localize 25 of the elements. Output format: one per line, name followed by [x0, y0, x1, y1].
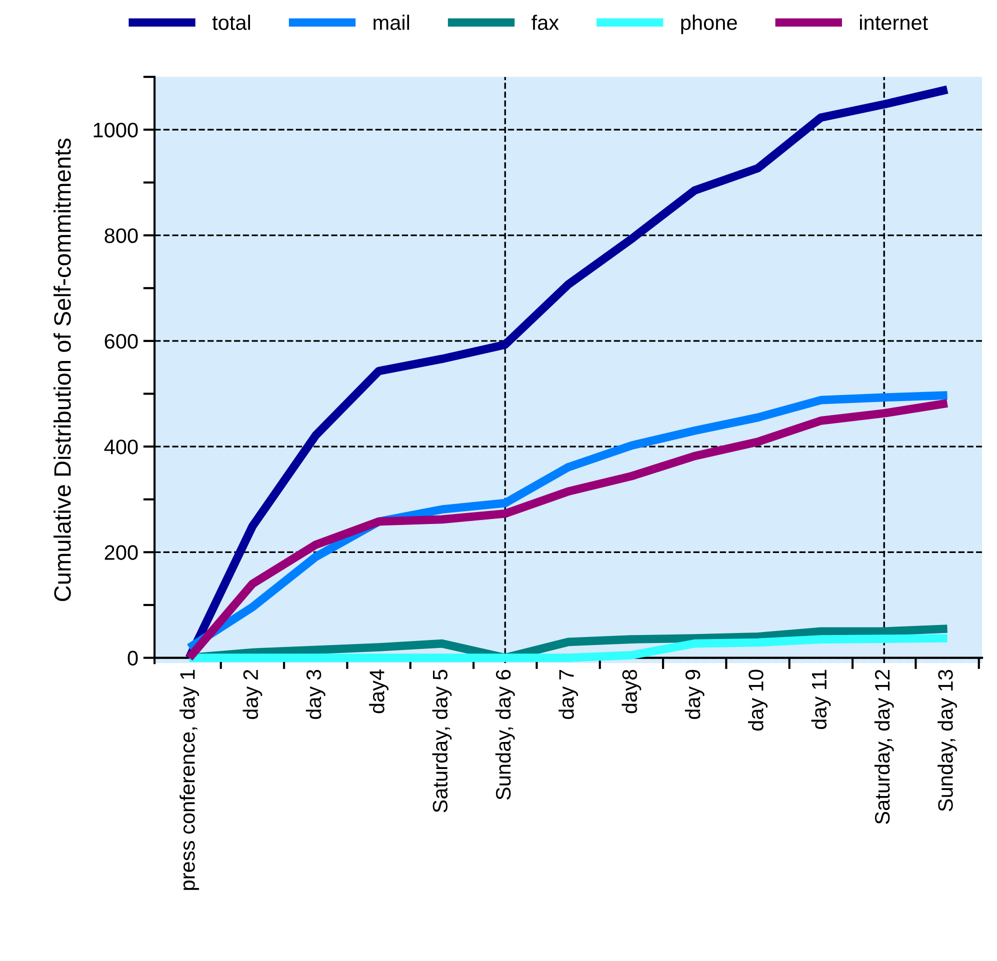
- x-tick-label: Sunday, day 13: [938, 670, 958, 812]
- x-tick-label: day4: [369, 670, 388, 714]
- x-tick-label: Sunday, day 6: [495, 670, 515, 800]
- legend-label: mail: [374, 14, 410, 30]
- x-tick-label: day 7: [558, 670, 578, 720]
- y-tick-label: 200: [104, 545, 138, 560]
- x-tick-label: Saturday, day 12: [874, 670, 894, 824]
- x-tick-label: day 3: [306, 670, 326, 720]
- y-tick-label: 400: [104, 440, 138, 454]
- legend-label: fax: [532, 14, 559, 30]
- x-tick-label: day 11: [811, 670, 831, 730]
- y-tick-label: 0: [128, 650, 138, 666]
- legend-label: phone: [681, 14, 737, 34]
- x-tick-label: day 2: [242, 670, 262, 720]
- y-tick-label: 1000: [94, 122, 138, 138]
- x-tick-label: Saturday, day 5: [432, 670, 452, 812]
- x-tick-label: press conference, day 1: [180, 670, 199, 890]
- x-tick-label: day8: [622, 670, 642, 714]
- x-tick-label: day 9: [684, 670, 704, 720]
- y-axis-title: Cumulative Distribution of Self-commitments: [54, 138, 71, 602]
- x-tick-label: day 10: [748, 670, 768, 731]
- y-tick-label: 800: [104, 228, 138, 244]
- legend-label: internet: [860, 14, 928, 30]
- y-tick-label: 600: [104, 334, 138, 349]
- legend-label: total: [212, 14, 250, 30]
